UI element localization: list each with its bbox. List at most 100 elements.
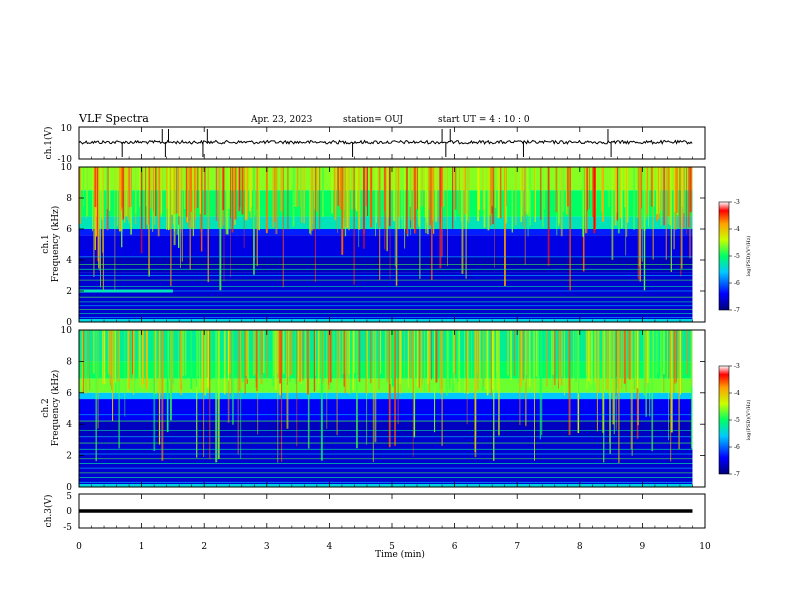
ch2-spectrogram-streak	[407, 330, 409, 388]
ch1-spectrogram-streak	[181, 167, 183, 262]
ch1-spectrogram-streak	[689, 167, 691, 259]
ch2-spectrogram-streak	[366, 330, 368, 445]
x-tick-label: 9	[640, 542, 646, 552]
ch2-spectrogram-streak	[623, 330, 626, 384]
ch2-colorbar-label: log(PSD)(V²/Hz)	[745, 400, 752, 441]
ch1-spectrogram-streak	[398, 167, 400, 230]
ch1-spectrogram-streak	[540, 167, 542, 220]
ch1-spectrogram-streak	[593, 167, 596, 234]
ch1-spectrogram-streak	[230, 167, 231, 219]
ch1-spectrogram-streak	[681, 167, 683, 269]
ch2-spectrogram-streak	[424, 330, 426, 394]
x-tick-label: 10	[699, 542, 711, 552]
ch2-spectrogram-streak	[386, 330, 389, 383]
ch2-spectrogram-streak	[598, 330, 600, 393]
ch2-spectrogram-streak	[296, 330, 298, 447]
ch2-spectrogram-streak	[457, 330, 459, 382]
ch2-spectrogram-streak	[142, 330, 144, 390]
ch1-spectrogram-streak	[686, 167, 687, 235]
ch2-spectrogram-streak	[287, 330, 288, 385]
ch2-spectrogram-streak	[520, 330, 523, 387]
ch1-spectrogram-streak	[441, 167, 443, 257]
x-tick-label: 0	[76, 542, 82, 552]
ch2-spectrogram-streak	[353, 330, 356, 373]
ch1-spectrogram-streak	[219, 167, 222, 291]
ch2-spectrogram-streak	[532, 330, 535, 381]
ch2-spectrogram-streak	[498, 330, 500, 436]
ch1-colorbar-gradient	[718, 201, 730, 311]
ch1-spectrogram-streak	[404, 167, 406, 249]
ch1-spectrogram-streak	[122, 167, 125, 220]
x-tick-label: 7	[514, 542, 520, 552]
ch1-spectrogram-streak	[439, 167, 442, 269]
ch1-spectrogram-streak	[95, 167, 97, 217]
ch2-spectrogram-streak	[518, 330, 519, 384]
ch2-spectrogram-streak	[109, 330, 112, 383]
ch2-spectrogram-streak	[260, 330, 263, 385]
ch1-spectrogram-streak	[483, 167, 486, 207]
ch1-spectrogram-streak	[301, 167, 303, 223]
ch2-spectrogram-streak	[541, 330, 543, 436]
ch2-spectrogram-streak	[587, 330, 590, 382]
ch2-spectrogram-streak	[537, 330, 539, 381]
ch2-spectrogram-streak	[612, 330, 615, 425]
ch1-colorbar-label: log(PSD)(V²/Hz)	[745, 236, 752, 277]
ch1-spectrogram-streak	[256, 167, 258, 267]
ch2-spectrogram-streak	[524, 330, 526, 383]
ch1-spectrogram-streak	[86, 167, 88, 216]
ch2-spectrogram-streak	[603, 330, 605, 463]
ch2-spectrogram-streak	[307, 330, 309, 395]
ch2-spectrogram-streak	[178, 330, 179, 392]
ch1-spectrogram-streak	[170, 167, 172, 287]
ch1-spectrogram-streak	[98, 167, 100, 269]
ch2-spectrogram-streak	[596, 330, 598, 432]
ch2-spectrogram-streak	[158, 330, 161, 445]
ch1-spectrogram-streak	[376, 167, 377, 223]
ch1-spectrogram-streak	[124, 167, 126, 223]
ch1-spectrogram-streak	[344, 167, 346, 227]
ch1-spectrogram-streak	[294, 167, 297, 207]
ch2-spectrogram-streak	[155, 330, 157, 394]
ch1-spectrogram-streak	[569, 167, 571, 291]
ch2-spectrogram-streak	[453, 330, 455, 374]
ch1-spectrogram-streak	[79, 167, 81, 224]
ch1-spectrogram-streak	[192, 167, 194, 237]
ch1-spectrogram-streak	[526, 167, 529, 215]
ch1-spectrogram-streak	[641, 167, 643, 262]
ch2-spectrogram-streak	[287, 330, 290, 377]
ch1-spectrogram-streak	[86, 167, 87, 219]
ch1-spectrogram-streak	[466, 167, 467, 229]
ch1-colorbar-tick-label: -3	[734, 199, 740, 206]
ch2-spectrogram-streak	[397, 330, 399, 425]
ch1-spectrogram-streak	[166, 167, 169, 209]
ch1-spectrogram-streak	[673, 167, 676, 213]
ch2-spectrogram-nodata	[692, 330, 705, 487]
x-tick-label: 4	[327, 542, 333, 552]
ch2-spectrogram-streak	[304, 330, 306, 392]
ch1-spectrogram-streak	[587, 167, 589, 211]
ch1-spectrogram-streak	[544, 167, 545, 210]
ch1-spectrogram-streak	[94, 167, 97, 208]
ch1-spectrogram-streak	[592, 167, 594, 217]
time-axis-label: Time (min)	[375, 549, 425, 560]
ch2-spectrogram-streak	[479, 330, 481, 380]
ch1-ytick-top: 10	[61, 124, 73, 134]
ch1-spectrogram-streak	[447, 167, 448, 267]
ch2-spectrogram-streak	[440, 330, 442, 395]
ch2-spectrogram-streak	[645, 330, 647, 417]
ch1-spectrogram-streak	[406, 167, 408, 235]
ch3-waveform-ylabel: ch.3(V)	[43, 495, 54, 528]
ch2-spectrogram-streak	[197, 330, 199, 376]
ch2-spectrogram-streak	[232, 330, 234, 425]
ch2-spectrogram-streak	[331, 330, 333, 374]
ch1-spectrogram-streak	[131, 167, 132, 207]
ch2-spectrogram-streak	[386, 330, 388, 382]
ch1-spectrogram-streak	[454, 167, 457, 210]
ch1-spectrogram-streak	[93, 167, 95, 277]
ch1-spectrogram-streak	[515, 167, 517, 226]
ch2-spectrogram-streak	[510, 330, 512, 380]
ch1-waveform-panel: 10 -10 ch.1(V)	[43, 124, 706, 165]
ch2-spectrogram-streak	[185, 330, 187, 376]
ch1-spectrogram-streak	[149, 167, 150, 271]
ch1-spectrogram-streak	[244, 167, 247, 221]
